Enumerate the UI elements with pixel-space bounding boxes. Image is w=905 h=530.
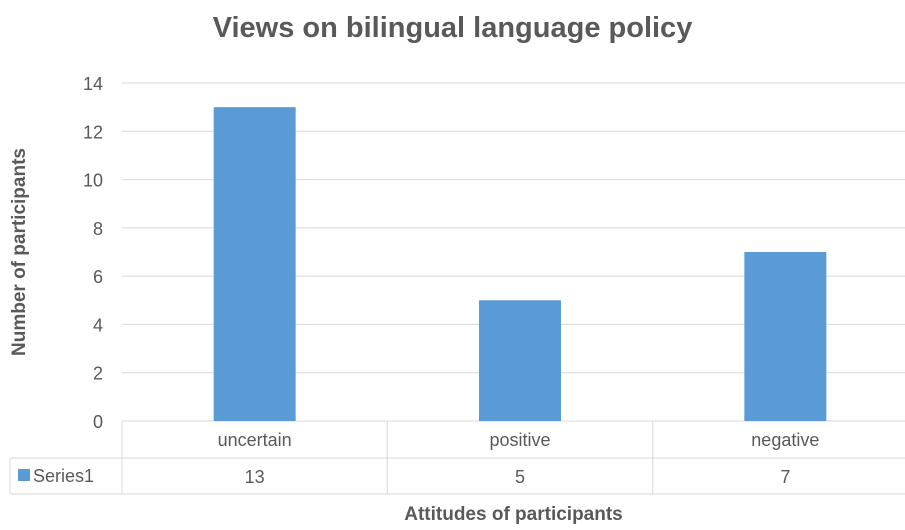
legend-swatch [18, 469, 30, 481]
y-tick-label: 0 [93, 412, 103, 432]
bar [744, 252, 827, 421]
y-tick-label: 6 [93, 267, 103, 287]
data-table-value: 5 [515, 467, 525, 487]
y-tick-label: 12 [83, 122, 103, 142]
y-tick-label: 8 [93, 219, 103, 239]
x-axis-title: Attitudes of participants [404, 504, 623, 525]
data-table-value: 13 [245, 467, 265, 487]
y-tick-label: 10 [83, 171, 103, 191]
x-tick-label: negative [751, 430, 819, 450]
y-tick-label: 14 [83, 74, 103, 94]
chart-title: Views on bilingual language policy [212, 12, 693, 44]
y-tick-label: 4 [93, 315, 103, 335]
bar [479, 300, 561, 421]
x-tick-label: positive [489, 430, 550, 450]
bar [213, 107, 296, 422]
y-tick-label: 2 [93, 364, 103, 384]
x-tick-label: uncertain [218, 430, 292, 450]
data-table-value: 7 [780, 467, 790, 487]
legend-label: Series1 [33, 466, 94, 486]
